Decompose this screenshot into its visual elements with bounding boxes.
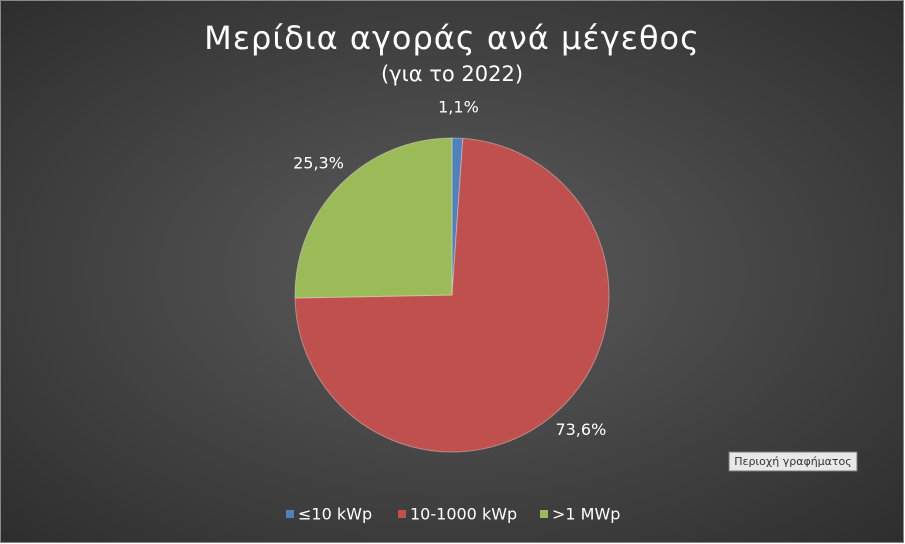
chart-subtitle: (για το 2022) [381,62,523,86]
pie-slice [294,137,453,299]
chart-title: Μερίδια αγοράς ανά μέγεθος [204,19,700,57]
data-label: 1,1% [438,98,479,117]
legend-label: >1 MWp [552,505,620,524]
legend-label: ≤10 kWp [298,505,372,524]
data-label: 73,6% [555,420,606,439]
legend-marker [286,510,294,518]
legend-label: 10-1000 kWp [410,505,517,524]
legend-marker [398,510,406,518]
tooltip-box [728,451,858,472]
pie-slice [451,137,464,296]
legend-marker [540,510,548,518]
pie-slice [294,137,610,453]
tooltip: Περιοχή γραφήματος [734,455,852,468]
data-label: 25,3% [293,154,344,173]
